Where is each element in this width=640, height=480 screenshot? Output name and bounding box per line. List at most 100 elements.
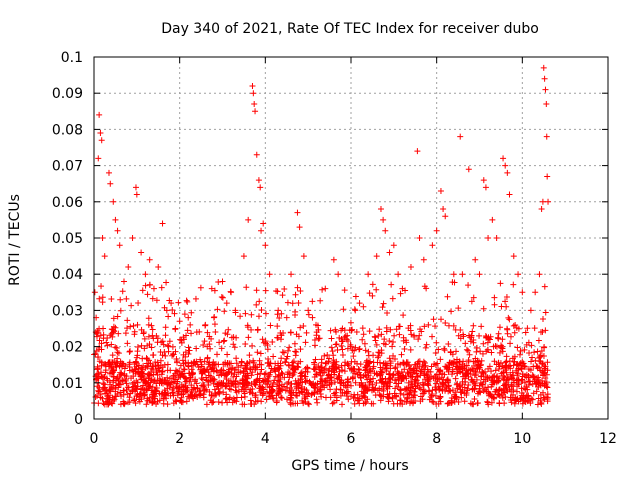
data-point	[104, 377, 111, 384]
data-point	[312, 381, 319, 388]
data-point	[347, 319, 354, 326]
data-point	[461, 398, 468, 405]
data-point	[276, 314, 283, 321]
data-point	[484, 399, 491, 406]
data-point	[277, 394, 284, 401]
data-point	[358, 388, 365, 395]
data-point	[127, 323, 134, 330]
data-point	[474, 390, 481, 397]
data-point	[222, 395, 229, 402]
data-point	[183, 297, 190, 304]
data-point	[262, 287, 269, 294]
data-point	[204, 354, 211, 361]
data-point	[325, 372, 332, 379]
data-point	[191, 358, 198, 365]
data-point	[94, 363, 101, 370]
data-point	[513, 388, 520, 395]
data-point	[237, 313, 244, 320]
data-point	[141, 386, 148, 393]
data-point	[478, 357, 485, 364]
data-point	[133, 354, 140, 361]
data-point	[149, 398, 156, 405]
data-point	[402, 287, 409, 294]
data-point	[162, 332, 169, 339]
data-point	[509, 383, 516, 390]
data-point	[417, 326, 424, 333]
data-point	[536, 271, 543, 278]
data-point	[109, 352, 116, 359]
data-point	[465, 373, 472, 380]
data-point	[112, 344, 119, 351]
data-point	[329, 363, 336, 370]
data-point	[284, 299, 291, 306]
data-point	[253, 287, 260, 294]
data-point	[444, 293, 451, 300]
data-point	[424, 380, 431, 387]
data-point	[263, 378, 270, 385]
data-point	[461, 384, 468, 391]
data-point	[223, 395, 230, 402]
data-point	[518, 390, 525, 397]
data-point	[163, 279, 170, 286]
data-point	[108, 383, 115, 390]
data-point	[330, 352, 337, 359]
data-point	[256, 298, 263, 305]
data-point	[344, 392, 351, 399]
data-point	[185, 370, 192, 377]
data-point	[372, 392, 379, 399]
data-point	[266, 271, 273, 278]
data-point	[206, 333, 213, 340]
data-point	[437, 393, 444, 400]
data-point	[413, 377, 420, 384]
data-point	[478, 323, 485, 330]
data-point	[352, 370, 359, 377]
data-point	[541, 363, 548, 370]
data-point	[363, 384, 370, 391]
data-point	[228, 369, 235, 376]
data-point	[181, 311, 188, 318]
data-point	[544, 359, 551, 366]
data-point	[149, 295, 156, 302]
data-point	[134, 321, 141, 328]
data-point	[497, 280, 504, 287]
data-point	[224, 351, 231, 358]
data-point	[233, 398, 240, 405]
data-point	[257, 350, 264, 357]
data-point	[442, 387, 449, 394]
data-point	[448, 308, 455, 315]
data-point	[396, 331, 403, 338]
data-point	[238, 362, 245, 369]
data-point	[124, 340, 131, 347]
data-point	[503, 358, 510, 365]
data-point	[540, 64, 547, 71]
data-point	[318, 393, 325, 400]
data-point	[531, 325, 538, 332]
data-point	[293, 383, 300, 390]
data-point	[378, 347, 385, 354]
data-point	[516, 351, 523, 358]
data-point	[245, 334, 252, 341]
data-point	[510, 281, 517, 288]
data-point	[156, 390, 163, 397]
data-point	[184, 327, 191, 334]
data-point	[459, 271, 466, 278]
data-point	[211, 287, 218, 294]
data-point	[375, 332, 382, 339]
data-point	[114, 227, 121, 234]
data-point	[123, 295, 130, 302]
data-point	[449, 279, 456, 286]
data-point	[424, 372, 431, 379]
data-point	[204, 329, 211, 336]
data-point	[287, 399, 294, 406]
data-point	[292, 308, 299, 315]
data-point	[183, 332, 190, 339]
data-point	[232, 309, 239, 316]
data-point	[133, 393, 140, 400]
data-point	[542, 309, 549, 316]
data-point	[480, 177, 487, 184]
data-point	[91, 289, 98, 296]
data-point	[278, 310, 285, 317]
data-point	[283, 314, 290, 321]
data-point	[469, 401, 476, 408]
data-point	[362, 372, 369, 379]
